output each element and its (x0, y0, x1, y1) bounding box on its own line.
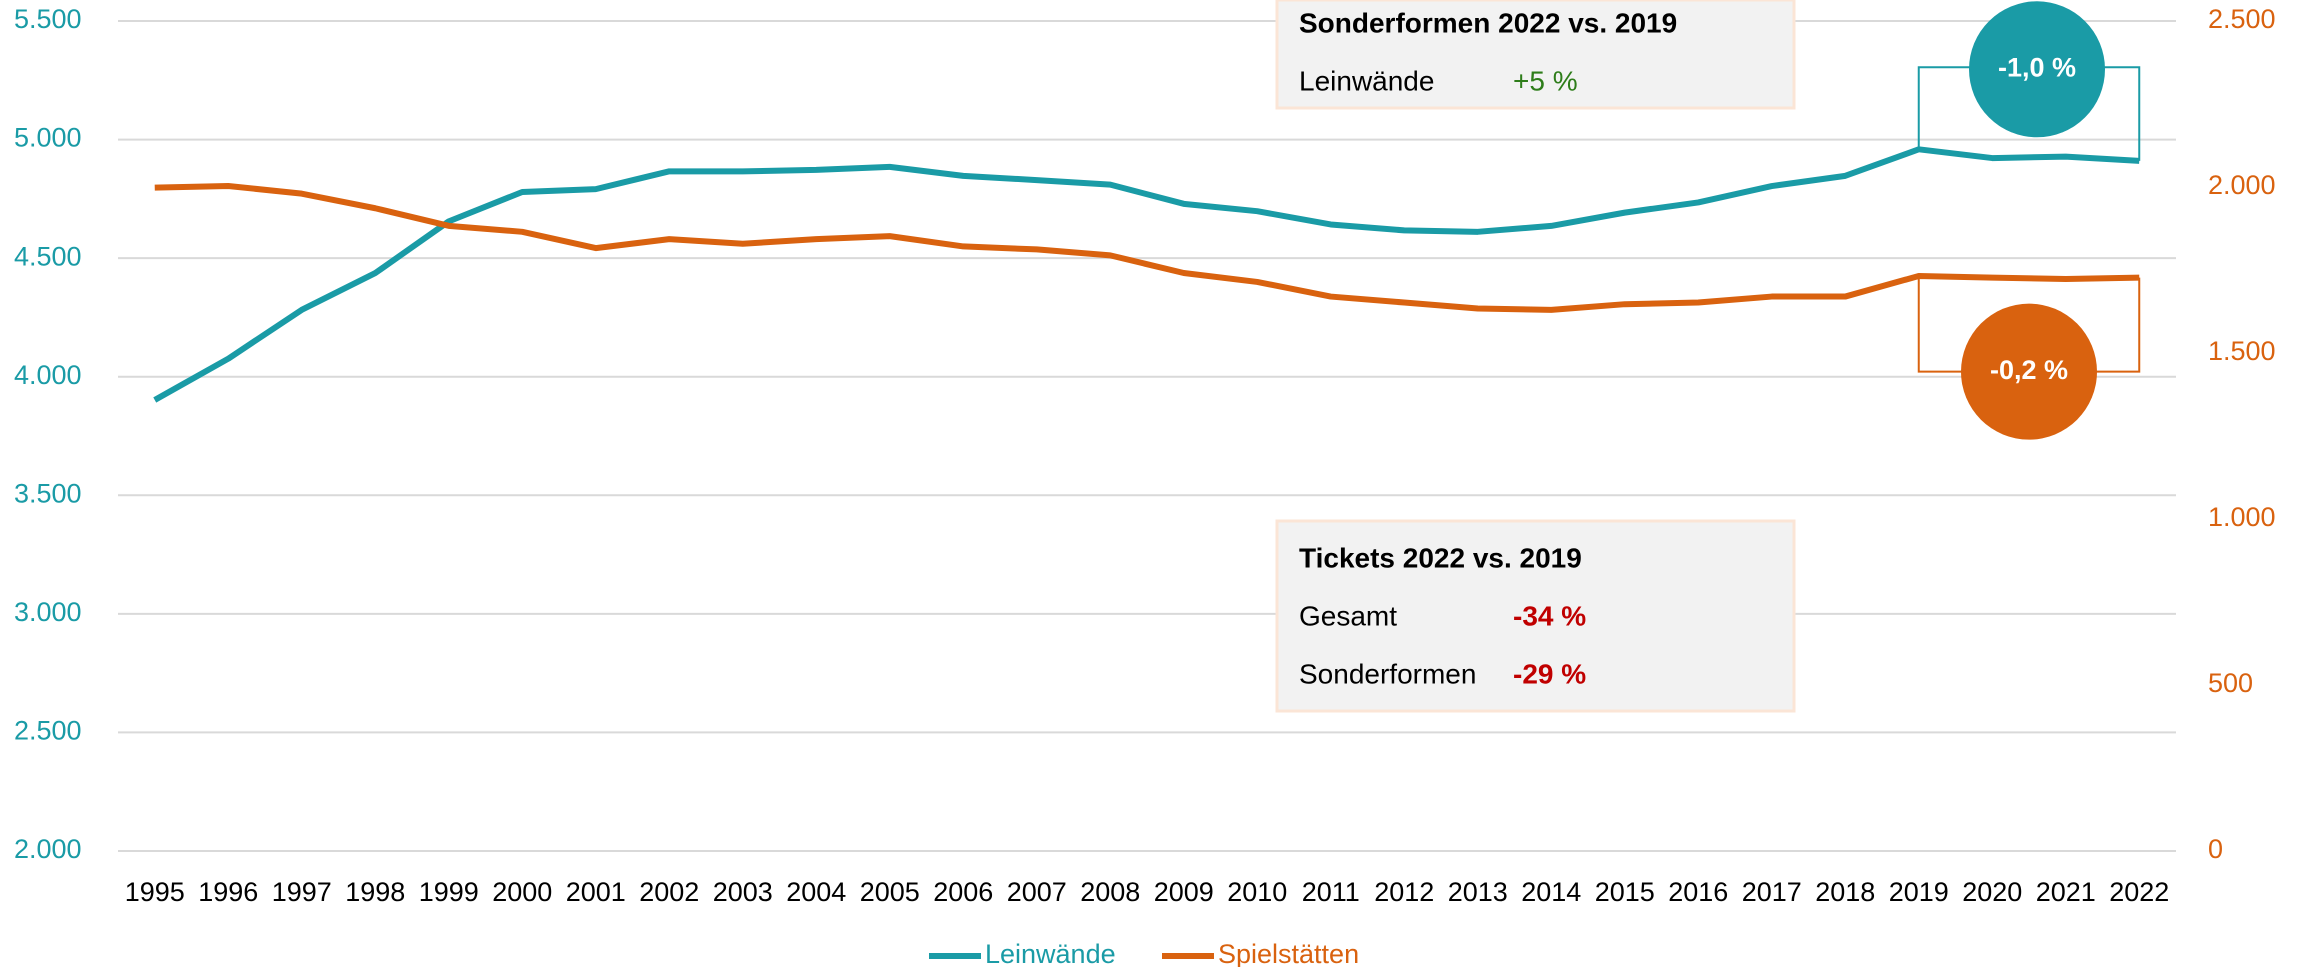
y-tick-label: 2.500 (14, 716, 82, 746)
box-label: Sonderformen (1299, 658, 1476, 689)
x-tick-label: 1998 (345, 877, 405, 907)
box-value: -34 % (1513, 600, 1586, 631)
y-tick-label: 4.500 (14, 241, 82, 271)
info-box (1275, 519, 1796, 713)
line-series (154, 183, 2140, 313)
x-tick-label: 2007 (1007, 877, 1067, 907)
x-tick-label: 2008 (1080, 877, 1140, 907)
x-tick-label: 2016 (1668, 877, 1728, 907)
box-value: +5 % (1513, 65, 1578, 96)
x-tick-label: 2001 (566, 877, 626, 907)
y2-tick-label: 2.500 (2208, 4, 2276, 34)
box-value: -29 % (1513, 658, 1586, 689)
x-tick-label: 2019 (1889, 877, 1949, 907)
x-tick-label: 2022 (2109, 877, 2169, 907)
x-tick-label: 2006 (933, 877, 993, 907)
box-title: Tickets 2022 vs. 2019 (1299, 542, 1582, 573)
y-tick-label: 2.000 (14, 834, 82, 864)
x-tick-label: 1995 (125, 877, 185, 907)
legend-label: Leinwände (985, 939, 1116, 967)
y-tick-label: 3.000 (14, 597, 82, 627)
x-tick-label: 1996 (198, 877, 258, 907)
badge-circle (1969, 1, 2105, 138)
badge-text: -1,0 % (1998, 52, 2076, 82)
y-tick-label: 3.500 (14, 478, 82, 508)
y-tick-label: 5.500 (14, 4, 82, 34)
x-tick-label: 2010 (1227, 877, 1287, 907)
x-tick-label: 2013 (1448, 877, 1508, 907)
box-label: Leinwände (1299, 65, 1434, 96)
x-tick-label: 1997 (272, 877, 332, 907)
badge-text: -0,2 % (1990, 355, 2068, 385)
x-tick-label: 1999 (419, 877, 479, 907)
y-tick-label: 5.000 (14, 123, 82, 153)
x-tick-label: 2005 (860, 877, 920, 907)
x-tick-label: 2018 (1815, 877, 1875, 907)
y2-tick-label: 1.500 (2208, 336, 2276, 366)
y-tick-label: 4.000 (14, 360, 82, 390)
y2-tick-label: 1.000 (2208, 502, 2276, 532)
x-tick-label: 2003 (713, 877, 773, 907)
box-label: Gesamt (1299, 600, 1397, 631)
x-tick-label: 2009 (1154, 877, 1214, 907)
legend-label: Spielstätten (1218, 939, 1359, 967)
x-tick-label: 2014 (1521, 877, 1581, 907)
box-title: Sonderformen 2022 vs. 2019 (1299, 7, 1677, 38)
badge-circle (1961, 303, 2097, 440)
x-tick-label: 2017 (1742, 877, 1802, 907)
x-tick-label: 2021 (2036, 877, 2096, 907)
x-tick-label: 2015 (1595, 877, 1655, 907)
x-tick-label: 2012 (1374, 877, 1434, 907)
x-tick-label: 2002 (639, 877, 699, 907)
y2-tick-label: 2.000 (2208, 170, 2276, 200)
line-series (153, 146, 2140, 403)
info-box (1275, 0, 1796, 110)
x-tick-label: 2011 (1302, 877, 1360, 907)
y2-tick-label: 0 (2208, 834, 2223, 864)
y2-tick-label: 500 (2208, 668, 2253, 698)
x-tick-label: 2020 (1962, 877, 2022, 907)
x-tick-label: 2004 (786, 877, 846, 907)
x-tick-label: 2000 (492, 877, 552, 907)
